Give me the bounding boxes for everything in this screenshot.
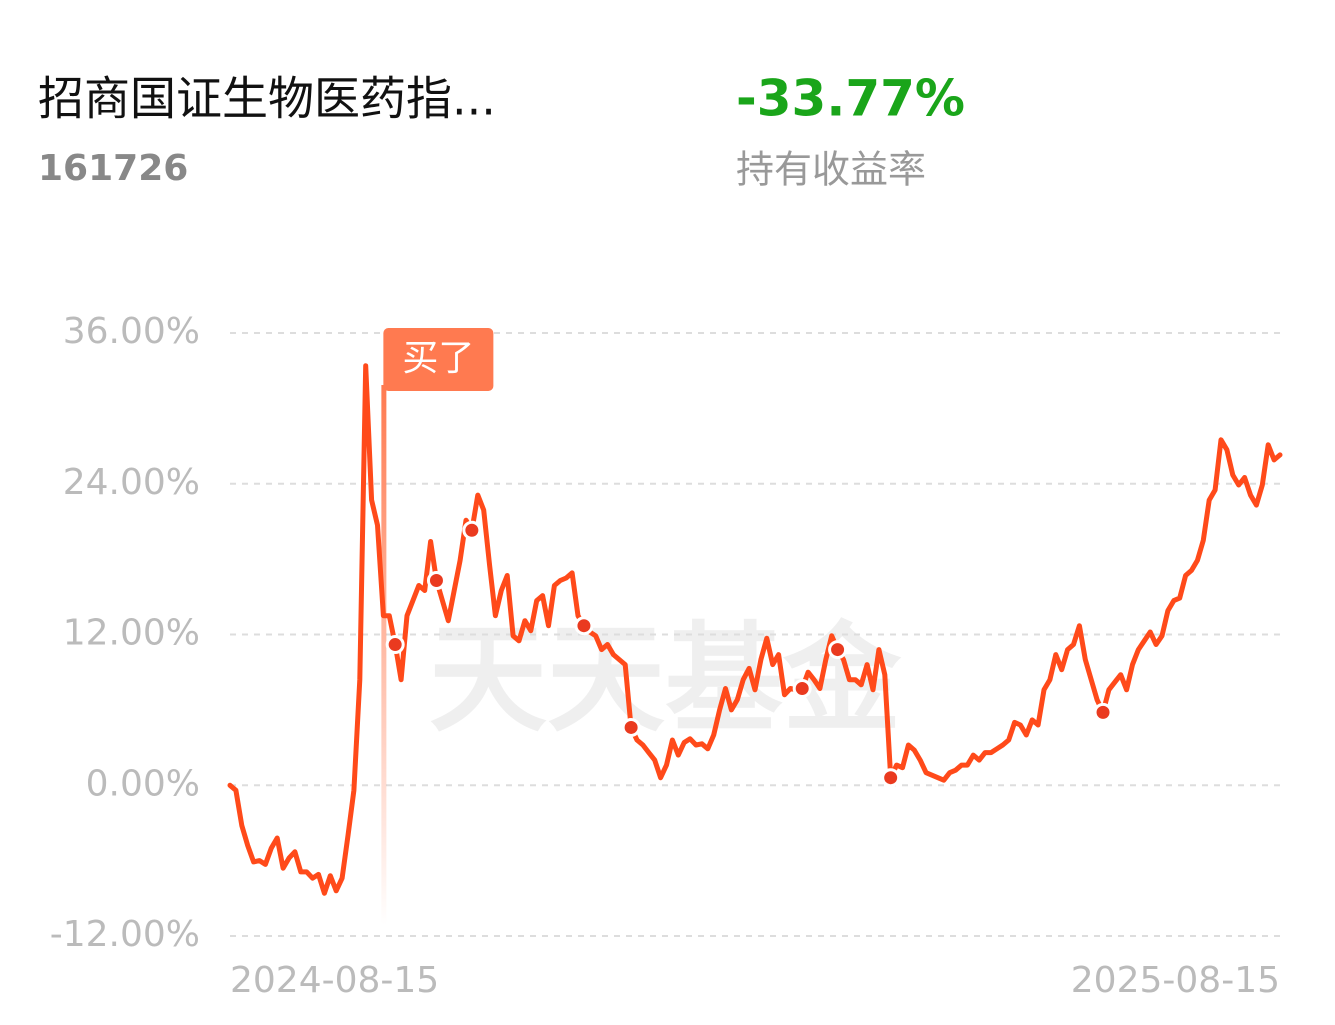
trade-dot — [792, 679, 812, 699]
return-label: 持有收益率 — [736, 148, 926, 192]
y-tick-label: 12.00% — [63, 613, 200, 654]
return-value: -33.77% — [736, 70, 965, 128]
trade-dot — [828, 640, 848, 660]
trade-dot — [881, 768, 901, 788]
fund-code: 161726 — [38, 148, 188, 189]
annotation-stem — [381, 385, 387, 925]
fund-title: 招商国证生物医药指... — [38, 72, 496, 126]
chart: 天天基金 36.00% 24.00% 12.00% 0.00% -12.00% 2024-0… — [50, 311, 1283, 1001]
annotation-box — [383, 328, 494, 391]
trade-dot — [1093, 702, 1113, 722]
y-tick-label: 36.00% — [63, 311, 200, 352]
trade-dot — [462, 520, 482, 540]
trade-dot — [574, 616, 594, 636]
y-tick-label: -12.00% — [50, 914, 200, 955]
trade-dot — [426, 570, 446, 590]
x-tick-label: 2025-08-15 — [1071, 960, 1280, 1001]
x-tick-label: 2024-08-15 — [230, 960, 439, 1001]
trade-dot — [385, 635, 405, 655]
trade-dot — [621, 717, 641, 737]
watermark: 天天基金 — [429, 610, 902, 748]
annotation-label: 买了 — [402, 338, 474, 379]
y-tick-label: 24.00% — [63, 462, 200, 503]
y-tick-label: 0.00% — [86, 763, 200, 804]
